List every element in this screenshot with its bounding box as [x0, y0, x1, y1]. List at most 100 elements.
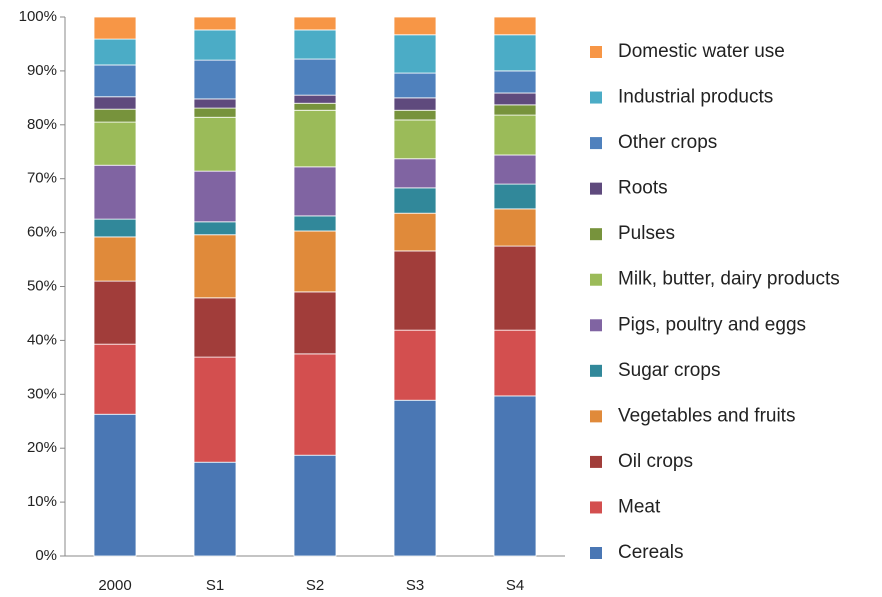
- legend-swatch: [590, 46, 602, 58]
- y-tick-label: 80%: [27, 116, 57, 133]
- bar-segment: [193, 107, 237, 118]
- legend-label: Sugar crops: [618, 360, 720, 381]
- bar-segment: [193, 16, 237, 31]
- legend-swatch: [590, 91, 602, 104]
- legend-label: Pigs, poultry and eggs: [618, 314, 806, 335]
- bar-segment: [193, 234, 237, 299]
- y-tick-label: 20%: [27, 439, 57, 456]
- bar-segment: [493, 395, 537, 557]
- bar-segment: [193, 59, 237, 100]
- legend-label: Pulses: [618, 223, 675, 244]
- legend-label: Vegetables and fruits: [618, 405, 795, 426]
- bar-segment: [493, 183, 537, 210]
- y-tick-label: 50%: [27, 277, 57, 294]
- bar-segment: [493, 16, 537, 36]
- bar-segment: [393, 158, 437, 189]
- bar-segment: [93, 16, 137, 40]
- legend-swatch: [590, 137, 602, 150]
- legend-label: Domestic water use: [618, 41, 785, 62]
- legend-swatch: [590, 364, 602, 377]
- bar-segment: [493, 70, 537, 94]
- bar-segment: [293, 353, 337, 456]
- bar-segment: [493, 104, 537, 116]
- bar-segment: [93, 96, 137, 110]
- bar-segment: [293, 16, 337, 31]
- bar-segment: [193, 29, 237, 61]
- y-tick-label: 10%: [27, 493, 57, 510]
- legend-swatch: [590, 547, 602, 559]
- bar-segment: [193, 297, 237, 358]
- bar-segment: [93, 280, 137, 345]
- y-tick-label: 100%: [19, 8, 57, 25]
- legend-label: Roots: [618, 178, 668, 199]
- y-tick-label: 60%: [27, 224, 57, 241]
- bar-segment: [93, 236, 137, 282]
- bar-segment: [393, 97, 437, 111]
- x-tick-label: S2: [306, 577, 324, 594]
- bar-segment: [293, 215, 337, 232]
- y-tick-label: 0%: [35, 547, 57, 564]
- bar-segment: [93, 108, 137, 123]
- bar-segment: [493, 154, 537, 185]
- legend-swatch: [590, 410, 602, 423]
- bar-segment: [93, 121, 137, 166]
- bar-segment: [93, 413, 137, 557]
- legend-swatch: [590, 182, 602, 195]
- bar-segment: [193, 98, 237, 109]
- legend-label: Cereals: [618, 542, 683, 563]
- bar-segment: [393, 250, 437, 331]
- bar-segment: [193, 461, 237, 557]
- legend-label: Meat: [618, 496, 661, 517]
- legend-swatch: [590, 319, 602, 332]
- bar-segment: [393, 109, 437, 121]
- bar-segment: [493, 329, 537, 397]
- x-tick-label: S4: [506, 577, 524, 594]
- bar-segment: [293, 29, 337, 60]
- legend-swatch: [590, 273, 602, 286]
- bar-segment: [293, 454, 337, 557]
- y-tick-label: 90%: [27, 62, 57, 79]
- legend-label: Industrial products: [618, 87, 773, 108]
- bar-segment: [393, 34, 437, 74]
- bar-segment: [93, 164, 137, 220]
- legend-swatch: [590, 501, 602, 514]
- bar-segment: [93, 64, 137, 98]
- legend-label: Other crops: [618, 132, 717, 153]
- x-tick-label: S3: [406, 577, 424, 594]
- bar-segment: [493, 208, 537, 247]
- x-tick-label: S1: [206, 577, 224, 594]
- bar-segment: [193, 221, 237, 236]
- bar-segment: [193, 356, 237, 463]
- x-tick-label: 2000: [98, 577, 131, 594]
- y-tick-label: 30%: [27, 385, 57, 402]
- bar-segment: [293, 58, 337, 96]
- bar-segment: [93, 218, 137, 238]
- bar-segment: [393, 119, 437, 160]
- bar-segment: [293, 109, 337, 168]
- y-tick-label: 40%: [27, 331, 57, 348]
- bar-segment: [193, 170, 237, 223]
- bar-segment: [493, 114, 537, 156]
- bar-segment: [493, 245, 537, 331]
- legend-label: Oil crops: [618, 451, 693, 472]
- bar-segment: [493, 92, 537, 106]
- bar-segment: [93, 38, 137, 66]
- legend-label: Milk, butter, dairy products: [618, 269, 840, 290]
- bar-segment: [293, 230, 337, 293]
- bar-segment: [493, 34, 537, 72]
- legend-swatch: [590, 455, 602, 468]
- bar-segment: [293, 94, 337, 104]
- bar-segment: [393, 399, 437, 557]
- bar-segment: [393, 212, 437, 252]
- bar-segment: [93, 343, 137, 415]
- bar-segment: [393, 187, 437, 214]
- bar-segment: [393, 72, 437, 99]
- bar-segment: [293, 166, 337, 217]
- bar-segment: [193, 116, 237, 172]
- bar-segment: [393, 329, 437, 401]
- bar-segment: [293, 102, 337, 111]
- y-tick-label: 70%: [27, 170, 57, 187]
- legend-swatch: [590, 228, 602, 241]
- bar-segment: [393, 16, 437, 36]
